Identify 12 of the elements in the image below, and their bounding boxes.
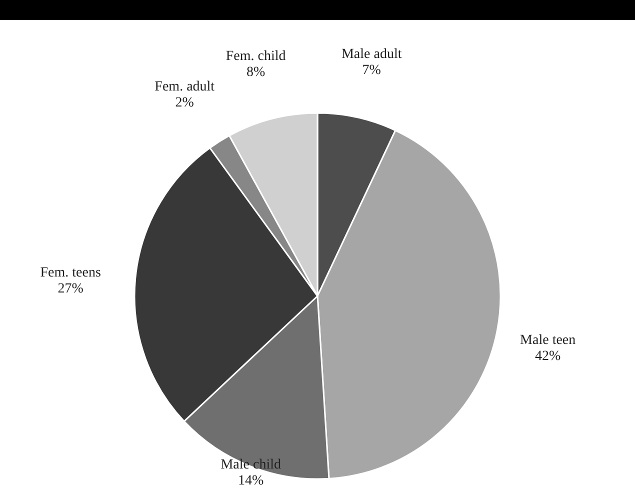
- slice-label: Male adult: [341, 46, 402, 62]
- data-label: 14%: [238, 473, 264, 488]
- slice-label: Male teen: [520, 332, 576, 348]
- data-label: 27%: [58, 282, 84, 297]
- slice-label: Fem. adult: [154, 80, 215, 95]
- data-label: 7%: [362, 62, 382, 78]
- slice-label: Fem. child: [226, 48, 286, 64]
- data-label: 2%: [175, 96, 194, 111]
- data-label: 8%: [246, 64, 266, 80]
- slice-label: Male child: [220, 457, 281, 472]
- slice-label: Fem. teens: [40, 266, 101, 281]
- data-label: 42%: [535, 348, 562, 364]
